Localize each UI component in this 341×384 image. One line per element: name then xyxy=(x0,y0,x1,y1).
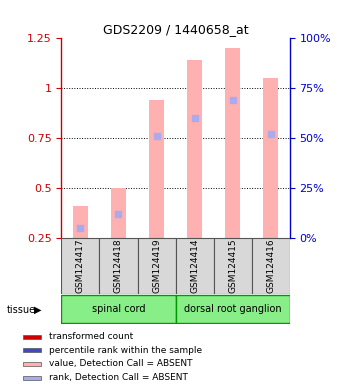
Bar xyxy=(214,238,252,294)
Bar xyxy=(24,362,41,366)
Text: rank, Detection Call = ABSENT: rank, Detection Call = ABSENT xyxy=(49,373,188,382)
Text: value, Detection Call = ABSENT: value, Detection Call = ABSENT xyxy=(49,359,192,369)
Text: GSM124416: GSM124416 xyxy=(266,238,275,293)
Text: GSM124414: GSM124414 xyxy=(190,239,199,293)
Text: tissue: tissue xyxy=(7,305,36,315)
Title: GDS2209 / 1440658_at: GDS2209 / 1440658_at xyxy=(103,23,249,36)
Bar xyxy=(24,348,41,352)
Bar xyxy=(176,295,290,323)
Bar xyxy=(24,335,41,339)
Bar xyxy=(24,376,41,380)
Bar xyxy=(263,78,278,238)
Text: percentile rank within the sample: percentile rank within the sample xyxy=(49,346,202,354)
Bar xyxy=(73,206,88,238)
Text: transformed count: transformed count xyxy=(49,332,133,341)
Bar xyxy=(149,100,164,238)
Text: GSM124418: GSM124418 xyxy=(114,238,123,293)
Bar xyxy=(137,238,176,294)
Text: GSM124415: GSM124415 xyxy=(228,238,237,293)
Text: GSM124417: GSM124417 xyxy=(76,238,85,293)
Bar xyxy=(225,48,240,238)
Bar xyxy=(61,238,100,294)
Bar xyxy=(100,238,137,294)
Bar xyxy=(187,60,202,238)
Text: GSM124419: GSM124419 xyxy=(152,238,161,293)
Text: dorsal root ganglion: dorsal root ganglion xyxy=(184,303,282,313)
Text: ▶: ▶ xyxy=(34,305,42,315)
Bar xyxy=(111,188,126,238)
Bar xyxy=(176,238,214,294)
Text: spinal cord: spinal cord xyxy=(92,303,145,313)
Bar xyxy=(61,295,176,323)
Bar xyxy=(252,238,290,294)
